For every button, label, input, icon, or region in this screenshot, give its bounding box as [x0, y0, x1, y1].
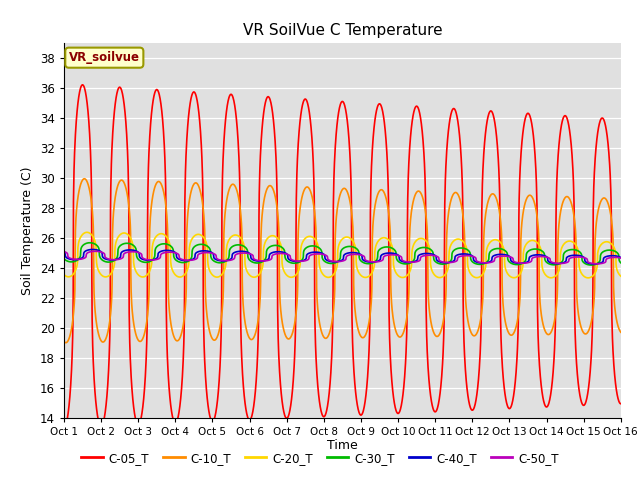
- C-50_T: [60, 249, 68, 254]
- C-40_T: [591, 261, 598, 267]
- C-40_T: [617, 255, 625, 261]
- C-20_T: [617, 273, 625, 279]
- C-10_T: [601, 195, 609, 201]
- C-50_T: [499, 253, 506, 259]
- Legend: C-05_T, C-10_T, C-20_T, C-30_T, C-40_T, C-50_T: C-05_T, C-10_T, C-20_T, C-30_T, C-40_T, …: [77, 447, 563, 469]
- C-50_T: [601, 260, 609, 265]
- C-05_T: [316, 404, 324, 410]
- C-30_T: [331, 260, 339, 266]
- C-50_T: [316, 251, 324, 257]
- C-30_T: [86, 240, 93, 246]
- C-30_T: [601, 248, 609, 254]
- C-30_T: [617, 260, 625, 265]
- C-20_T: [83, 229, 91, 235]
- C-20_T: [601, 239, 609, 245]
- C-20_T: [89, 233, 97, 239]
- C-20_T: [584, 275, 592, 281]
- C-50_T: [617, 255, 625, 261]
- C-05_T: [601, 120, 609, 125]
- C-40_T: [331, 259, 339, 264]
- C-10_T: [60, 338, 68, 344]
- C-40_T: [316, 250, 324, 255]
- Line: C-10_T: C-10_T: [64, 179, 621, 343]
- C-20_T: [60, 272, 68, 277]
- C-05_T: [617, 401, 625, 407]
- C-40_T: [601, 254, 609, 260]
- C-10_T: [332, 232, 339, 238]
- C-05_T: [601, 120, 609, 126]
- C-20_T: [602, 239, 609, 245]
- C-05_T: [79, 82, 86, 88]
- C-50_T: [593, 261, 601, 267]
- C-30_T: [60, 256, 68, 262]
- C-40_T: [89, 247, 97, 252]
- C-10_T: [81, 176, 88, 181]
- C-05_T: [499, 369, 506, 374]
- Title: VR SoilVue C Temperature: VR SoilVue C Temperature: [243, 23, 442, 38]
- C-50_T: [92, 249, 99, 254]
- C-10_T: [317, 325, 324, 331]
- C-40_T: [60, 249, 68, 254]
- C-50_T: [602, 259, 609, 265]
- C-10_T: [89, 217, 97, 223]
- C-50_T: [331, 259, 339, 264]
- C-30_T: [89, 240, 97, 246]
- Line: C-30_T: C-30_T: [64, 243, 621, 265]
- C-20_T: [316, 266, 324, 272]
- Line: C-20_T: C-20_T: [64, 232, 621, 278]
- C-30_T: [602, 248, 609, 253]
- Line: C-50_T: C-50_T: [64, 252, 621, 264]
- Line: C-40_T: C-40_T: [64, 250, 621, 264]
- C-20_T: [499, 243, 506, 249]
- C-30_T: [499, 246, 506, 252]
- C-05_T: [331, 148, 339, 154]
- C-40_T: [88, 247, 96, 252]
- C-50_T: [88, 249, 96, 254]
- Text: VR_soilvue: VR_soilvue: [69, 51, 140, 64]
- C-30_T: [588, 262, 595, 268]
- Line: C-05_T: C-05_T: [64, 85, 621, 428]
- C-40_T: [602, 254, 609, 260]
- Y-axis label: Soil Temperature (C): Soil Temperature (C): [21, 166, 35, 295]
- C-05_T: [60, 425, 68, 431]
- C-30_T: [316, 246, 324, 252]
- C-05_T: [89, 343, 97, 348]
- C-10_T: [62, 340, 70, 346]
- C-10_T: [602, 195, 609, 201]
- C-10_T: [499, 300, 507, 306]
- C-40_T: [499, 252, 506, 257]
- C-20_T: [331, 269, 339, 275]
- X-axis label: Time: Time: [327, 439, 358, 453]
- C-10_T: [617, 329, 625, 335]
